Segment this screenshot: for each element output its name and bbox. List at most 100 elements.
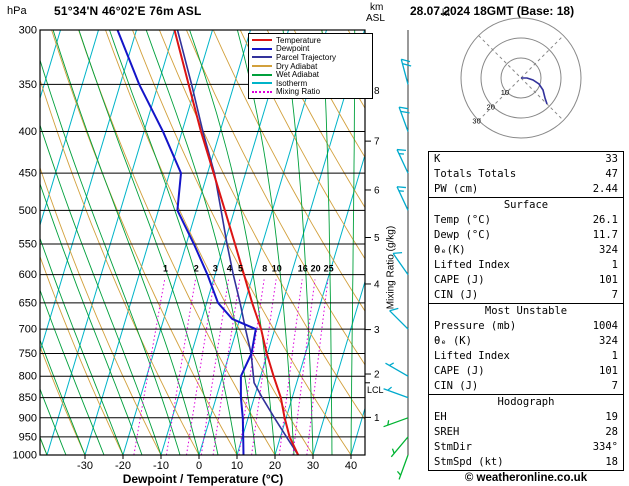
legend: Temperature Dewpoint Parcel Trajectory Dry … <box>248 33 373 100</box>
stat-label: θₑ(K) <box>434 244 466 256</box>
stat-label: Temp (°C) <box>434 214 491 226</box>
stat-row: CIN (J) 7 <box>429 379 623 394</box>
x-axis-label: Dewpoint / Temperature (°C) <box>122 472 284 486</box>
legend-swatch <box>252 73 272 76</box>
stat-label: Pressure (mb) <box>434 320 517 332</box>
stat-label: K <box>434 153 441 165</box>
stat-label: PW (cm) <box>434 183 479 195</box>
stat-value: 1 <box>611 350 618 362</box>
stat-label: StmSpd (kt) <box>434 456 504 468</box>
stat-value: 1004 <box>592 320 618 332</box>
stat-row: Lifted Index 1 <box>429 258 623 273</box>
pressure-tick-label: 400 <box>19 126 37 138</box>
stats-box: Most Unstable Pressure (mb) 1004 θₑ (K) 324 L… <box>428 303 624 395</box>
mixing-ratio-value-label: 3 <box>213 264 218 274</box>
km-tick-label: 8 <box>374 86 380 97</box>
stat-label: CAPE (J) <box>434 274 485 286</box>
isotherms <box>40 30 365 455</box>
stats-section-header: Surface <box>503 199 549 211</box>
stat-value: 19 <box>605 411 618 423</box>
axis-labels: 3003504004505005506006507007508008509009… <box>13 25 384 473</box>
pressure-tick-label: 1000 <box>13 450 37 462</box>
hodograph-ring-label: 20 <box>487 102 495 111</box>
temperature-line <box>173 30 300 455</box>
legend-label: Dewpoint <box>276 44 310 54</box>
wind-barbs <box>383 30 412 480</box>
legend-swatch <box>252 56 272 59</box>
stat-row: Totals Totals 47 <box>429 167 623 182</box>
stat-value: 11.7 <box>592 229 618 241</box>
stat-row: K 33 <box>429 152 623 167</box>
stats-panel: K 33 Totals Totals 47 PW (cm) 2.44 Surface Temp… <box>428 151 624 471</box>
station-title: 51°34'N 46°02'E 76m ASL <box>54 4 202 18</box>
legend-label: Dry Adiabat <box>276 61 318 71</box>
stat-label: Totals Totals <box>434 168 517 180</box>
stat-label: CAPE (J) <box>434 365 485 377</box>
legend-item: Temperature <box>252 36 369 45</box>
km-tick-label: 4 <box>374 279 380 290</box>
legend-label: Temperature <box>276 35 321 45</box>
legend-swatch <box>252 65 272 68</box>
stat-label: CIN (J) <box>434 289 479 301</box>
mixing-ratio-value-label: 1 <box>163 264 168 274</box>
legend-item: Isotherm <box>252 79 369 88</box>
chart-border <box>39 29 366 456</box>
pressure-tick-label: 900 <box>19 412 37 424</box>
pressure-tick-label: 750 <box>19 348 37 360</box>
stat-value: 1 <box>611 259 618 271</box>
stat-label: θₑ (K) <box>434 335 472 347</box>
stat-label: CIN (J) <box>434 380 479 392</box>
legend-item: Dry Adiabat <box>252 62 369 71</box>
temp-tick-label: -10 <box>153 460 169 472</box>
hodograph-ring-label: 30 <box>472 116 480 125</box>
temp-tick-label: 30 <box>307 460 319 472</box>
stat-value: 7 <box>611 380 618 392</box>
legend-item: Wet Adiabat <box>252 70 369 79</box>
km-tick-label: 3 <box>374 325 380 336</box>
legend-label: Parcel Trajectory <box>276 52 337 62</box>
legend-item: Dewpoint <box>252 44 369 54</box>
stat-row: θₑ (K) 324 <box>429 334 623 349</box>
temp-tick-label: 10 <box>231 460 243 472</box>
pressure-tick-label: 800 <box>19 371 37 383</box>
stat-row: EH 19 <box>429 410 623 425</box>
stat-row: SREH 28 <box>429 425 623 440</box>
hodograph-trace <box>521 77 548 105</box>
stat-row: CAPE (J) 101 <box>429 273 623 288</box>
mixing-ratio-value-label: 5 <box>238 264 243 274</box>
stat-value: 101 <box>599 365 618 377</box>
stat-value: 7 <box>611 289 618 301</box>
stat-row: Temp (°C) 26.1 <box>429 213 623 228</box>
pressure-tick-label: 450 <box>19 168 37 180</box>
stat-label: EH <box>434 411 447 423</box>
temp-tick-label: -30 <box>77 460 93 472</box>
km-tick-label: 5 <box>374 233 380 244</box>
stat-row: Dewp (°C) 11.7 <box>429 228 623 243</box>
pressure-tick-label: 550 <box>19 238 37 250</box>
pressure-tick-label: 700 <box>19 324 37 336</box>
mixing-ratio-value-label: 8 <box>262 264 267 274</box>
stat-row: Pressure (mb) 1004 <box>429 319 623 334</box>
stat-row: θₑ(K) 324 <box>429 243 623 258</box>
lcl-label: LCL <box>367 385 384 395</box>
stat-value: 26.1 <box>592 214 618 226</box>
profiles <box>116 30 300 455</box>
pressure-tick-label: 850 <box>19 392 37 404</box>
legend-label: Wet Adiabat <box>276 70 319 80</box>
mixing-ratio-value-label: 16 <box>298 264 308 274</box>
stat-value: 334° <box>592 441 618 453</box>
stats-box: Hodograph EH 19 SREH 28 StmDir 334° StmSpd (kt)… <box>428 394 624 471</box>
stat-label: Lifted Index <box>434 350 510 362</box>
hodograph: 10 20 30 <box>460 17 582 139</box>
dewpoint-line <box>116 30 257 455</box>
mixing-ratio-lines <box>133 279 329 455</box>
pressure-tick-label: 950 <box>19 431 37 443</box>
pressure-tick-label: 300 <box>19 25 37 37</box>
stat-value: 28 <box>605 426 618 438</box>
km-tick-label: 7 <box>374 137 380 148</box>
copyright: © weatheronline.co.uk <box>464 472 588 484</box>
stats-section-header: Hodograph <box>497 396 555 408</box>
stat-value: 324 <box>599 335 618 347</box>
